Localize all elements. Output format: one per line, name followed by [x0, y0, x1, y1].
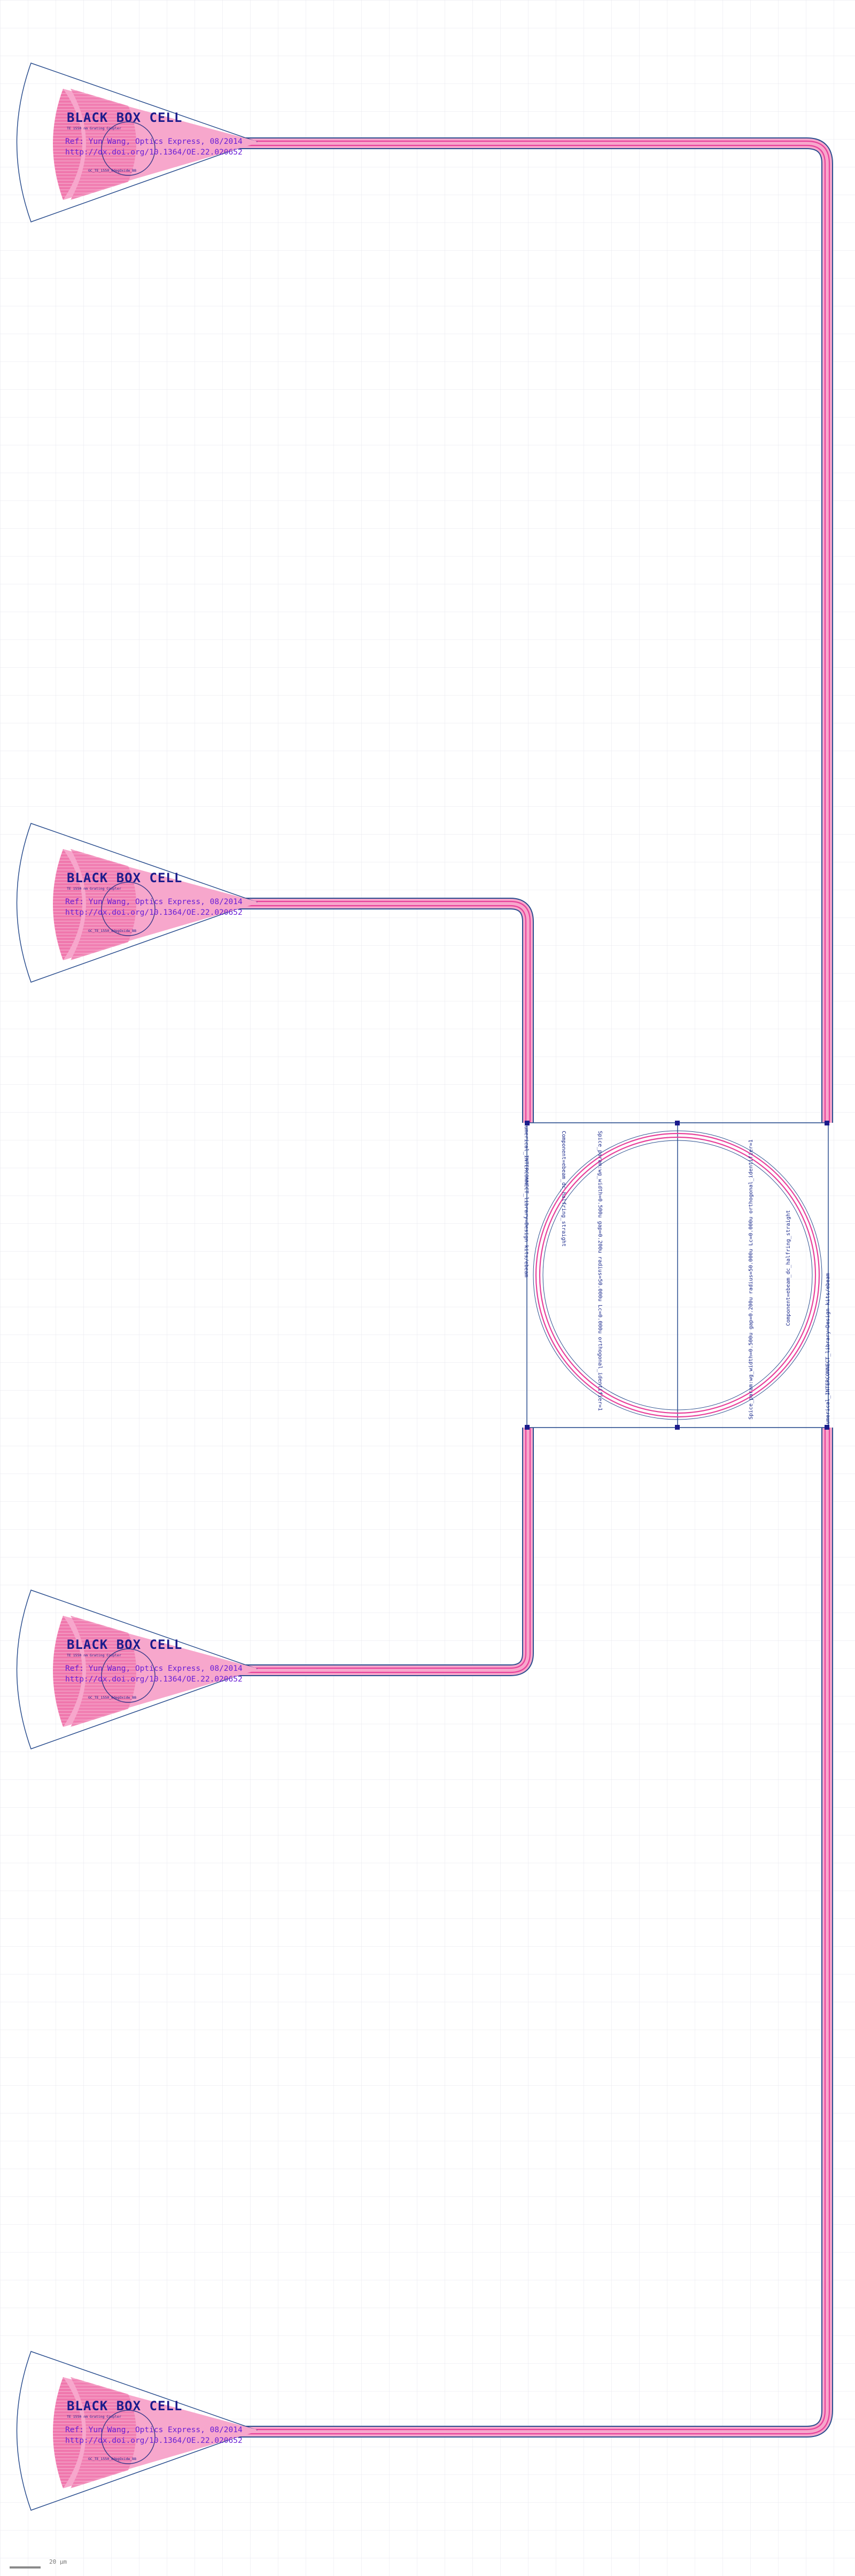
grating-coupler-2: BLACK BOX CELL TE 1550 nm Grating Couple…: [16, 823, 257, 983]
gc-subtitle: TE 1550 nm Grating Coupler: [67, 126, 121, 130]
pin-marker: [525, 1121, 530, 1125]
waveguide-routes: [235, 137, 833, 2438]
pin-marker: [675, 1425, 680, 1430]
gc-caption: GC_TE_1550_8degOxide_BB: [88, 1695, 136, 1700]
pin-marker: [825, 1121, 829, 1125]
gc-ref: Ref: Yun Wang, Optics Express, 08/2014: [65, 898, 243, 906]
scale-bar: 20 μm: [10, 2558, 67, 2569]
gc-ref: Ref: Yun Wang, Optics Express, 08/2014: [65, 1664, 243, 1673]
gc-url: http://dx.doi.org/10.1364/OE.22.020652: [65, 2436, 243, 2445]
ring-component-label: Component=ebeam_dc_halfring_straight: [561, 1131, 566, 1247]
grating-coupler-4: BLACK BOX CELL TE 1550 nm Grating Couple…: [16, 2351, 257, 2511]
gc-url: http://dx.doi.org/10.1364/OE.22.020652: [65, 1675, 243, 1684]
scale-bar-label: 20 μm: [49, 2558, 67, 2565]
ring-spice-label-2: Spice_param:wg_width=0.500u gap=0.200u r…: [748, 1139, 754, 1420]
ring-waveguide: [533, 1130, 822, 1420]
gc-caption: GC_TE_1550_8degOxide_BB: [88, 168, 136, 173]
grating-coupler-3: BLACK BOX CELL TE 1550 nm Grating Couple…: [16, 1590, 257, 1749]
ring-lumerical-label-2: Lumerical_INTERCONNECT_library=Design ki…: [825, 1273, 831, 1428]
grating-coupler-1: BLACK BOX CELL TE 1550 nm Grating Couple…: [16, 63, 257, 222]
gc-ref: Ref: Yun Wang, Optics Express, 08/2014: [65, 2426, 243, 2434]
ring-component-label-2: Component=ebeam_dc_halfring_straight: [786, 1210, 791, 1326]
gc-title: BLACK BOX CELL: [67, 1637, 182, 1652]
pin-marker: [825, 1425, 829, 1430]
ring-lumerical-label: Lumerical_INTERCONNECT_library=Design ki…: [523, 1123, 529, 1277]
gc-subtitle: TE 1550 nm Grating Coupler: [67, 1653, 121, 1657]
ring-resonator: Lumerical_INTERCONNECT_library=Design ki…: [523, 1121, 831, 1430]
gc-title: BLACK BOX CELL: [67, 870, 182, 885]
gc-subtitle: TE 1550 nm Grating Coupler: [67, 2415, 121, 2419]
gc-url: http://dx.doi.org/10.1364/OE.22.020652: [65, 148, 243, 157]
gc-caption: GC_TE_1550_8degOxide_BB: [88, 2457, 136, 2461]
ring-spice-label: Spice_param:wg_width=0.500u gap=0.200u r…: [597, 1131, 603, 1411]
gc-title: BLACK BOX CELL: [67, 2398, 182, 2413]
pin-marker: [525, 1425, 530, 1430]
gc-ref: Ref: Yun Wang, Optics Express, 08/2014: [65, 137, 243, 146]
gc-title: BLACK BOX CELL: [67, 110, 182, 125]
gc-url: http://dx.doi.org/10.1364/OE.22.020652: [65, 908, 243, 917]
gc-subtitle: TE 1550 nm Grating Coupler: [67, 886, 121, 891]
pin-marker: [675, 1121, 680, 1125]
gc-caption: GC_TE_1550_8degOxide_BB: [88, 929, 136, 933]
